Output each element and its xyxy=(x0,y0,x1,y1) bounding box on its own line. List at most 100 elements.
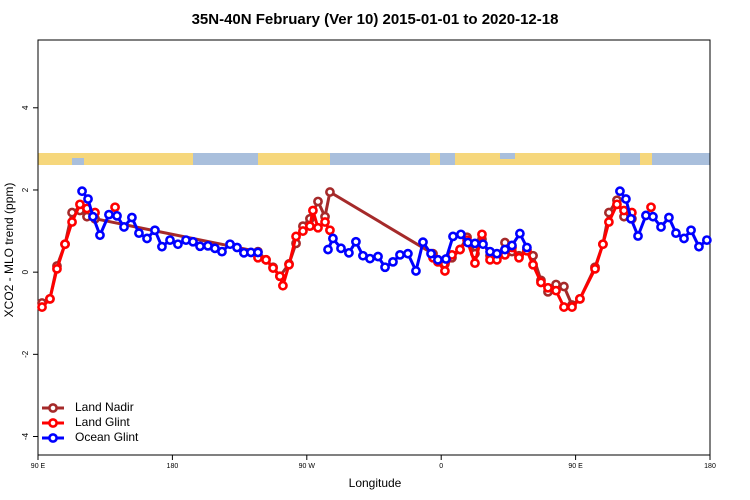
point xyxy=(77,186,87,197)
point xyxy=(380,262,390,273)
legend-swatch xyxy=(48,433,58,443)
point xyxy=(268,263,278,273)
point xyxy=(626,213,636,224)
point xyxy=(575,293,585,304)
point xyxy=(492,248,502,259)
point xyxy=(426,248,436,259)
y-tick-label: -4 xyxy=(21,432,30,440)
point xyxy=(325,187,335,197)
point xyxy=(253,247,263,258)
point xyxy=(104,209,114,220)
point xyxy=(308,205,318,216)
legend-label: Land Glint xyxy=(75,415,130,429)
point xyxy=(619,205,629,216)
point xyxy=(598,239,608,250)
point xyxy=(514,252,524,263)
point xyxy=(402,248,413,259)
point xyxy=(37,302,47,312)
point xyxy=(612,199,622,210)
point xyxy=(119,222,129,232)
x-tick-label: 90 W xyxy=(299,463,316,470)
point xyxy=(275,271,285,282)
point xyxy=(150,225,160,236)
point xyxy=(232,242,242,253)
point xyxy=(188,236,198,247)
x-tick-label: 180 xyxy=(704,463,716,470)
point xyxy=(455,244,465,255)
point xyxy=(648,211,658,222)
point xyxy=(604,217,614,227)
point xyxy=(75,199,85,210)
point xyxy=(305,221,315,232)
legend-swatch xyxy=(48,403,58,413)
legend-label: Ocean Glint xyxy=(75,430,139,444)
point xyxy=(320,217,330,227)
point xyxy=(298,226,308,236)
point xyxy=(441,254,451,264)
point xyxy=(112,210,122,221)
point xyxy=(395,249,405,260)
point xyxy=(543,282,553,293)
point xyxy=(127,212,137,223)
point xyxy=(325,225,335,236)
point xyxy=(142,233,152,244)
y-tick-label: 2 xyxy=(21,187,30,192)
point xyxy=(590,263,600,274)
point xyxy=(621,194,631,204)
point xyxy=(679,233,689,244)
point xyxy=(477,229,487,240)
point xyxy=(88,211,98,222)
point xyxy=(522,242,532,253)
chart-title: 35N-40N February (Ver 10) 2015-01-01 to … xyxy=(192,11,559,28)
point xyxy=(694,241,704,252)
point xyxy=(173,239,183,250)
point xyxy=(351,236,361,247)
point xyxy=(671,228,681,239)
legend-swatch xyxy=(48,418,58,428)
point xyxy=(195,241,205,252)
x-axis-label: Longitude xyxy=(349,476,402,490)
point xyxy=(470,258,480,269)
point xyxy=(567,302,577,312)
point xyxy=(411,266,421,276)
point xyxy=(373,251,383,262)
point xyxy=(615,186,625,197)
point xyxy=(418,237,428,248)
point xyxy=(165,235,175,246)
point xyxy=(448,231,458,242)
point xyxy=(633,231,643,241)
x-tick-label: 90 E xyxy=(568,463,583,470)
point xyxy=(278,280,288,291)
point xyxy=(656,222,666,232)
point xyxy=(261,254,271,265)
point xyxy=(291,231,301,242)
point xyxy=(52,263,62,274)
x-tick-label: 0 xyxy=(439,463,443,470)
y-axis-label: XCO2 - MLO trend (ppm) xyxy=(2,183,16,318)
point xyxy=(60,239,70,250)
point xyxy=(336,243,346,254)
point xyxy=(559,281,569,292)
point xyxy=(456,229,466,240)
y-tick-label: 0 xyxy=(21,269,30,274)
point xyxy=(440,266,450,276)
legend-label: Land Nadir xyxy=(75,400,134,414)
point xyxy=(528,259,538,270)
point xyxy=(313,196,323,207)
point xyxy=(313,222,323,233)
point xyxy=(514,228,525,239)
point xyxy=(470,238,480,249)
point xyxy=(45,293,55,304)
point xyxy=(551,285,561,296)
point xyxy=(134,228,144,239)
x-tick-label: 180 xyxy=(167,463,179,470)
point xyxy=(323,244,333,255)
y-tick-label: 4 xyxy=(21,105,30,110)
land-mask-strip xyxy=(38,153,710,165)
point xyxy=(284,259,294,270)
point xyxy=(83,194,93,204)
y-tick-label: -2 xyxy=(21,350,30,358)
point xyxy=(507,240,517,251)
point xyxy=(559,302,569,312)
